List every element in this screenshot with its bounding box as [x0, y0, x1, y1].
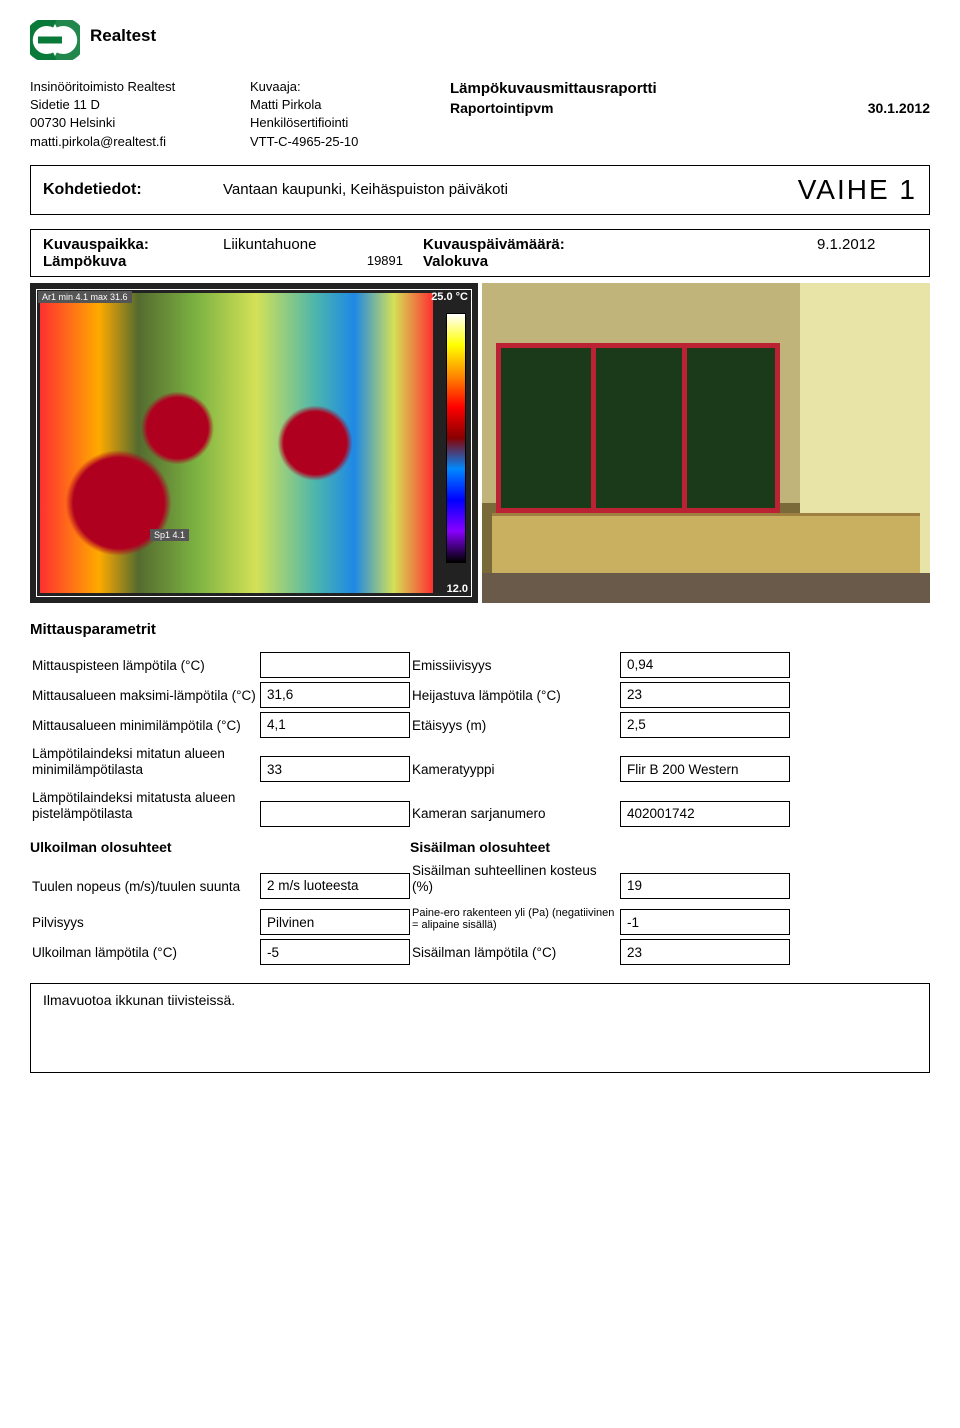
report-date: 30.1.2012 [868, 99, 930, 119]
place-label: Kuvauspaikka: [43, 236, 223, 253]
company-address1: Sidetie 11 D [30, 96, 250, 114]
indoor-temp-value: 23 [620, 939, 790, 965]
cloud-label: Pilvisyys [30, 911, 260, 935]
outdoor-temp-label: Ulkoilman lämpötila (°C) [30, 941, 260, 965]
company-name: Insinööritoimisto Realtest [30, 78, 250, 96]
thermal-range-label: Ar1 min 4.1 max 31.6 [38, 291, 132, 303]
thermal-no: 19891 [223, 253, 423, 270]
header: Realtest [30, 20, 930, 60]
shoot-date: 9.1.2012 [817, 236, 917, 253]
indoor-rh-label: Sisäilman suhteellinen kosteus (%) [410, 859, 620, 899]
index-min-label: Lämpötilaindeksi mitatun alueen minimilä… [30, 742, 260, 782]
cert-number: VTT-C-4965-25-10 [250, 133, 450, 151]
outdoor-temp-value: -5 [260, 939, 410, 965]
phase-label: VAIHE 1 [777, 174, 917, 206]
company-email: matti.pirkola@realtest.fi [30, 133, 250, 151]
point-temp-value [260, 652, 410, 678]
reflected-temp-value: 23 [620, 682, 790, 708]
company-logo [30, 20, 80, 60]
target-label: Kohdetiedot: [43, 181, 223, 199]
distance-label: Etäisyys (m) [410, 714, 620, 738]
photographer-info: Kuvaaja: Matti Pirkola Henkilösertifioin… [250, 78, 450, 151]
place-value: Liikuntahuone [223, 236, 423, 253]
company-info: Insinööritoimisto Realtest Sidetie 11 D … [30, 78, 250, 151]
company-address2: 00730 Helsinki [30, 114, 250, 132]
camera-serial-value: 402001742 [620, 801, 790, 827]
camera-serial-label: Kameran sarjanumero [410, 802, 620, 826]
location-box: Kuvauspaikka: Liikuntahuone Kuvauspäiväm… [30, 229, 930, 277]
distance-value: 2,5 [620, 712, 790, 738]
note-text: Ilmavuotoa ikkunan tiivisteissä. [43, 992, 235, 1008]
min-temp-value: 4,1 [260, 712, 410, 738]
pressure-diff-label: Paine-ero rakenteen yli (Pa) (negatiivin… [410, 903, 620, 935]
emissivity-label: Emissiivisyys [410, 654, 620, 678]
index-point-label: Lämpötilaindeksi mitatusta alueen pistel… [30, 786, 260, 826]
cert-label: Henkilösertifiointi [250, 114, 450, 132]
note-box: Ilmavuotoa ikkunan tiivisteissä. [30, 983, 930, 1073]
indoor-header: Sisäilman olosuhteet [410, 831, 620, 855]
thermal-scale-min: 12.0 [447, 583, 468, 595]
max-temp-value: 31,6 [260, 682, 410, 708]
images-row: Ar1 min 4.1 max 31.6 25.0 °C 12.0 Sp1 4.… [30, 283, 930, 603]
thermal-image: Ar1 min 4.1 max 31.6 25.0 °C 12.0 Sp1 4.… [30, 283, 478, 603]
brand-name: Realtest [90, 26, 156, 46]
camera-type-value: Flir B 200 Western [620, 756, 790, 782]
thermal-scale-max: 25.0 °C [431, 291, 468, 303]
wind-value: 2 m/s luoteesta [260, 873, 410, 899]
outdoor-header: Ulkoilman olosuhteet [30, 831, 260, 855]
cloud-value: Pilvinen [260, 909, 410, 935]
params-section: Mittausparametrit Mittauspisteen lämpöti… [30, 621, 930, 965]
thermal-label: Lämpökuva [43, 253, 223, 270]
report-info: Lämpökuvausmittausraportti Raportointipv… [450, 78, 930, 151]
point-temp-label: Mittauspisteen lämpötila (°C) [30, 654, 260, 678]
index-point-value [260, 801, 410, 827]
pressure-diff-value: -1 [620, 909, 790, 935]
reflected-temp-label: Heijastuva lämpötila (°C) [410, 684, 620, 708]
params-title: Mittausparametrit [30, 621, 930, 638]
target-value: Vantaan kaupunki, Keihäspuiston päiväkot… [223, 181, 777, 198]
wind-label: Tuulen nopeus (m/s)/tuulen suunta [30, 875, 260, 899]
report-date-label: Raportointipvm [450, 99, 553, 119]
photo-label: Valokuva [423, 253, 817, 270]
max-temp-label: Mittausalueen maksimi-lämpötila (°C) [30, 684, 260, 708]
target-box: Kohdetiedot: Vantaan kaupunki, Keihäspui… [30, 165, 930, 215]
thermal-spot-label: Sp1 4.1 [150, 529, 189, 541]
min-temp-label: Mittausalueen minimilämpötila (°C) [30, 714, 260, 738]
thermal-color-scale [446, 313, 466, 563]
indoor-rh-value: 19 [620, 873, 790, 899]
photographer-name: Matti Pirkola [250, 96, 450, 114]
photographer-label: Kuvaaja: [250, 78, 450, 96]
camera-type-label: Kameratyyppi [410, 758, 620, 782]
report-title: Lämpökuvausmittausraportti [450, 78, 930, 99]
params-grid: Mittauspisteen lämpötila (°C) Emissiivis… [30, 652, 930, 965]
header-info: Insinööritoimisto Realtest Sidetie 11 D … [30, 78, 930, 151]
shoot-date-label: Kuvauspäivämäärä: [423, 236, 817, 253]
index-min-value: 33 [260, 756, 410, 782]
emissivity-value: 0,94 [620, 652, 790, 678]
indoor-temp-label: Sisäilman lämpötila (°C) [410, 941, 620, 965]
reference-photo [482, 283, 930, 603]
